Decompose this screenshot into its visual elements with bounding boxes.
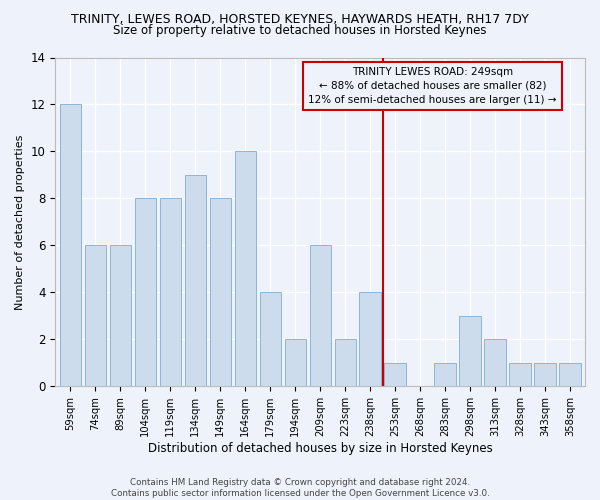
Y-axis label: Number of detached properties: Number of detached properties [15,134,25,310]
Bar [160,198,181,386]
Bar [359,292,381,386]
Bar [335,340,356,386]
Text: TRINITY LEWES ROAD: 249sqm
← 88% of detached houses are smaller (82)
12% of semi: TRINITY LEWES ROAD: 249sqm ← 88% of deta… [308,67,557,105]
Bar [134,198,156,386]
Bar [535,363,556,386]
Bar [484,340,506,386]
Text: Contains HM Land Registry data © Crown copyright and database right 2024.
Contai: Contains HM Land Registry data © Crown c… [110,478,490,498]
Bar [85,246,106,386]
Text: Size of property relative to detached houses in Horsted Keynes: Size of property relative to detached ho… [113,24,487,37]
Text: TRINITY, LEWES ROAD, HORSTED KEYNES, HAYWARDS HEATH, RH17 7DY: TRINITY, LEWES ROAD, HORSTED KEYNES, HAY… [71,12,529,26]
Bar [260,292,281,386]
Bar [209,198,231,386]
Bar [59,104,81,386]
X-axis label: Distribution of detached houses by size in Horsted Keynes: Distribution of detached houses by size … [148,442,493,455]
Bar [185,175,206,386]
Bar [385,363,406,386]
Bar [434,363,455,386]
Bar [559,363,581,386]
Bar [310,246,331,386]
Bar [460,316,481,386]
Bar [110,246,131,386]
Bar [235,152,256,386]
Bar [284,340,306,386]
Bar [509,363,530,386]
